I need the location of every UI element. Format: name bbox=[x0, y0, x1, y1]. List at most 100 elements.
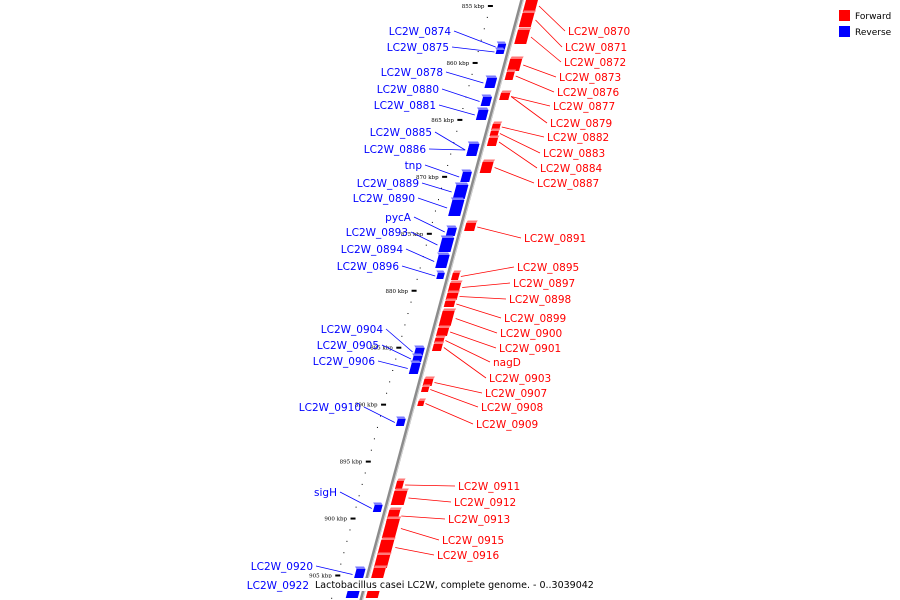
label-leader bbox=[401, 515, 446, 520]
gene-feature bbox=[436, 273, 445, 279]
gene-feature bbox=[422, 379, 434, 386]
caption-background bbox=[312, 578, 588, 591]
label-leader bbox=[535, 19, 563, 48]
minor-tick bbox=[434, 210, 436, 212]
gene-feature bbox=[466, 144, 480, 156]
minor-tick bbox=[441, 187, 443, 189]
gene-label: LC2W_0875 bbox=[387, 42, 449, 54]
minor-tick bbox=[349, 529, 351, 531]
label-leader bbox=[405, 484, 456, 487]
gene-label: LC2W_0909 bbox=[476, 419, 538, 431]
label-leader bbox=[510, 96, 551, 107]
gene-label: LC2W_0905 bbox=[317, 340, 379, 352]
legend-forward-swatch bbox=[839, 10, 850, 21]
gene-feature-top bbox=[447, 290, 460, 293]
gene-label: LC2W_0891 bbox=[524, 233, 586, 245]
gene-feature bbox=[499, 93, 511, 100]
label-leader bbox=[498, 141, 538, 169]
gene-feature bbox=[395, 419, 406, 426]
label-leader bbox=[456, 303, 502, 319]
gene-feature bbox=[447, 283, 462, 292]
minor-tick bbox=[355, 506, 357, 508]
gene-feature-top bbox=[495, 47, 505, 50]
gene-feature bbox=[460, 172, 472, 182]
gene-label: LC2W_0900 bbox=[500, 328, 562, 340]
gene-feature bbox=[417, 401, 425, 406]
label-leader bbox=[434, 382, 483, 394]
minor-tick bbox=[373, 438, 375, 440]
minor-tick bbox=[376, 426, 378, 428]
gene-feature-top bbox=[450, 197, 465, 200]
label-leader bbox=[417, 197, 448, 209]
gene-label: tnp bbox=[405, 160, 423, 172]
major-tick bbox=[411, 289, 417, 292]
label-leader bbox=[400, 528, 440, 541]
label-leader bbox=[413, 216, 445, 233]
gene-features bbox=[345, 0, 538, 598]
label-leader bbox=[430, 389, 479, 408]
label-leader bbox=[460, 266, 515, 277]
minor-tick bbox=[431, 221, 433, 223]
gene-feature bbox=[452, 185, 469, 199]
minor-tick bbox=[343, 552, 345, 554]
gene-feature-top bbox=[501, 90, 512, 93]
gene-feature-top bbox=[522, 10, 537, 13]
gene-feature-top bbox=[467, 141, 480, 144]
minor-tick bbox=[483, 28, 485, 30]
label-leader bbox=[405, 248, 435, 262]
gene-label: LC2W_0879 bbox=[550, 118, 612, 130]
gene-feature bbox=[377, 540, 395, 555]
tick-label: 865 kbp bbox=[431, 118, 454, 124]
label-leader bbox=[455, 318, 498, 334]
label-leader bbox=[499, 133, 541, 154]
label-leader bbox=[408, 497, 452, 503]
gene-label: LC2W_0910 bbox=[299, 402, 361, 414]
major-tick bbox=[381, 403, 387, 406]
minor-tick bbox=[401, 335, 403, 337]
minor-tick bbox=[386, 392, 388, 394]
label-leader bbox=[401, 265, 436, 277]
gene-feature bbox=[443, 301, 456, 307]
major-tick bbox=[426, 232, 432, 235]
gene-feature-top bbox=[452, 270, 462, 273]
gene-feature bbox=[353, 569, 366, 580]
minor-tick bbox=[331, 597, 333, 599]
gene-feature-top bbox=[454, 182, 469, 185]
gene-label: LC2W_0906 bbox=[313, 356, 376, 368]
gene-feature-top bbox=[438, 325, 451, 328]
gene-label: LC2W_0907 bbox=[485, 388, 547, 400]
gene-feature-top bbox=[394, 488, 409, 491]
gene-label: LC2W_0911 bbox=[458, 481, 520, 493]
gene-feature bbox=[479, 162, 494, 173]
tick-label: 855 kbp bbox=[462, 4, 485, 10]
tick-label: 905 kbp bbox=[309, 574, 332, 580]
gene-feature bbox=[486, 138, 499, 146]
gene-feature bbox=[522, 0, 538, 12]
gene-label: LC2W_0893 bbox=[346, 227, 408, 239]
gene-feature-top bbox=[397, 478, 406, 481]
gene-label: LC2W_0904 bbox=[321, 324, 384, 336]
gene-feature-top bbox=[485, 75, 498, 78]
gene-feature-top bbox=[482, 159, 496, 162]
gene-feature-top bbox=[373, 565, 388, 568]
gene-label: LC2W_0883 bbox=[543, 148, 605, 160]
gene-label: LC2W_0886 bbox=[364, 144, 427, 156]
gene-feature-top bbox=[414, 345, 425, 348]
label-leader bbox=[453, 30, 496, 48]
gene-feature-top bbox=[377, 552, 392, 555]
gene-label: LC2W_0881 bbox=[374, 100, 436, 112]
tick-marks: 855 kbp 860 kbp 865 kbp 870 kbp 875 kbp 880 k… bbox=[309, 4, 493, 599]
gene-label: sigH bbox=[314, 487, 337, 499]
tick-label: 890 kbp bbox=[355, 403, 378, 409]
gene-label: LC2W_0873 bbox=[559, 72, 621, 84]
gene-feature-top bbox=[412, 353, 423, 356]
gene-feature-top bbox=[440, 235, 455, 238]
gene-label: LC2W_0913 bbox=[448, 514, 510, 526]
gene-feature bbox=[448, 200, 465, 216]
label-leader bbox=[424, 164, 460, 178]
gene-feature-top bbox=[450, 280, 463, 283]
gene-feature-top bbox=[506, 69, 517, 72]
gene-label: LC2W_0880 bbox=[377, 84, 439, 96]
gene-feature bbox=[475, 110, 489, 120]
